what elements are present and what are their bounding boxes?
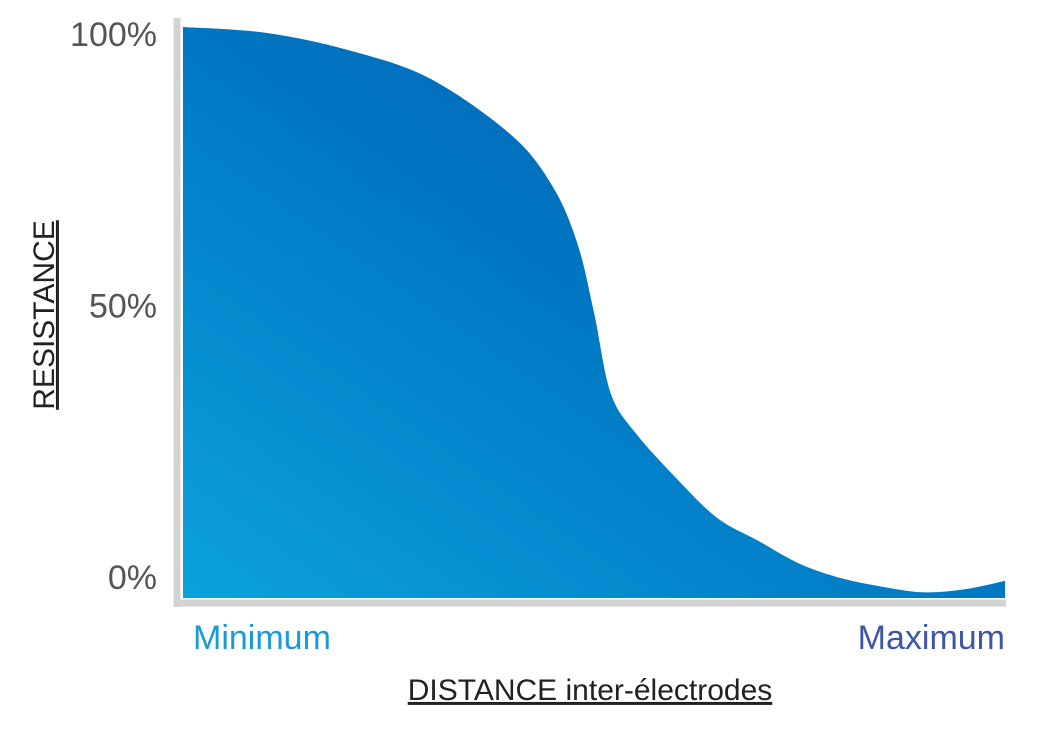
y-tick-label: 100% xyxy=(70,16,157,54)
x-tick-label: Maximum xyxy=(858,619,1005,657)
area xyxy=(183,27,1005,598)
y-axis-title: RESISTANCE xyxy=(28,220,61,409)
y-tick-label: 0% xyxy=(108,559,157,597)
y-tick-label: 50% xyxy=(89,287,157,325)
x-tick-label: Minimum xyxy=(193,619,331,657)
x-axis-title: DISTANCE inter-électrodes xyxy=(408,674,773,707)
